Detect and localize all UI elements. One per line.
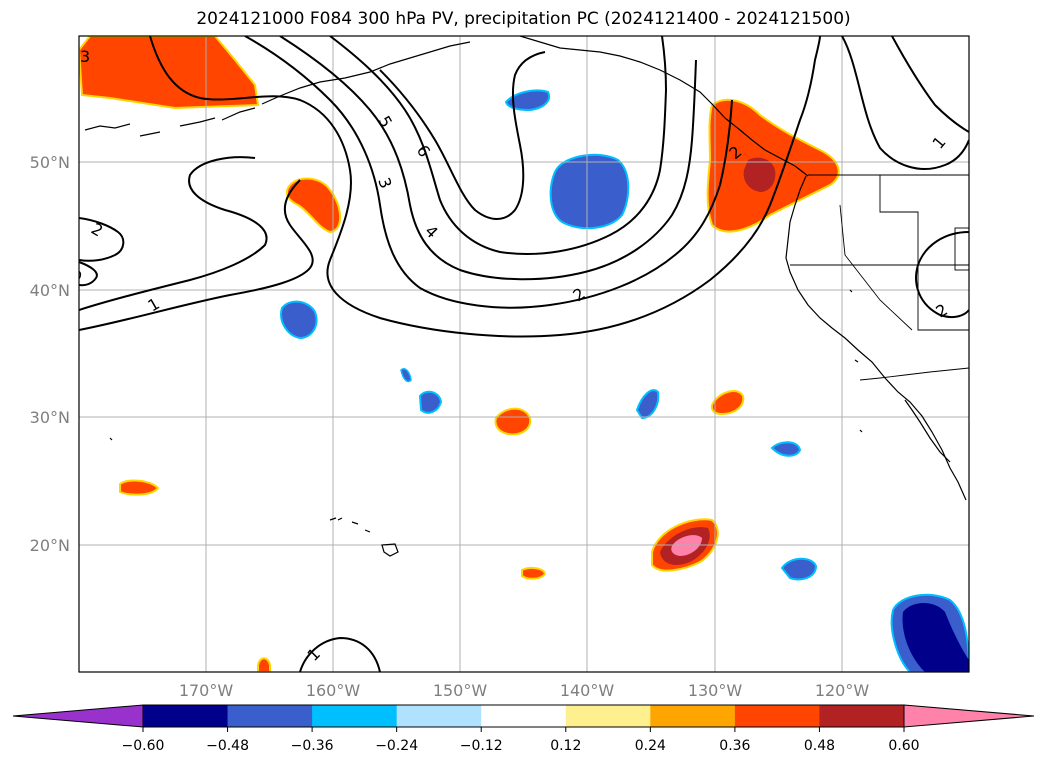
lon-label: 120°W xyxy=(815,681,870,700)
precip-anomaly-negative xyxy=(280,300,318,340)
pv-contour-2 xyxy=(149,36,821,338)
colorbar-tick-label: −0.24 xyxy=(375,738,418,754)
lon-label: 150°W xyxy=(433,681,488,700)
precip-anomaly-positive xyxy=(285,177,342,234)
lat-label: 30°N xyxy=(30,408,70,427)
precip-anomaly-positive xyxy=(521,566,547,580)
lon-label: 130°W xyxy=(688,681,743,700)
precip-anomaly-negative xyxy=(418,390,443,414)
colorbar-tick-label: −0.12 xyxy=(460,738,503,754)
colorbar-tick-label: 0.48 xyxy=(804,738,835,754)
contour-label: 3 xyxy=(65,267,85,280)
lat-label: 40°N xyxy=(30,281,70,300)
colorbar-segment xyxy=(734,705,820,727)
pv-contour-1 xyxy=(79,156,268,311)
precip-anomaly-negative xyxy=(549,153,630,230)
pv-contour-1 xyxy=(299,636,381,672)
precip-anomaly-negative xyxy=(780,557,818,581)
precip-anomaly-positive xyxy=(79,36,260,110)
pv-contour-2 xyxy=(79,217,125,262)
colorbar-segment xyxy=(227,705,313,727)
precip-anomaly-strong xyxy=(743,157,776,192)
pv-contour-6 xyxy=(379,51,546,220)
colorbar-segment xyxy=(650,705,736,727)
pv-contour-3 xyxy=(244,36,733,309)
precip-anomaly-positive xyxy=(119,479,160,496)
colorbar-extend-min xyxy=(12,704,144,728)
gridlines xyxy=(79,36,969,672)
colorbar-tick-label: 0.60 xyxy=(888,738,919,754)
colorbar-extend-max xyxy=(903,704,1035,728)
colorbar-border xyxy=(142,704,905,728)
lat-label: 20°N xyxy=(30,536,70,555)
lon-label: 140°W xyxy=(560,681,615,700)
colorbar-segment xyxy=(312,705,398,727)
contour-label: 3 xyxy=(80,47,90,66)
precip-anomaly-positive xyxy=(257,657,271,672)
pv-contour-5 xyxy=(329,36,668,255)
colorbar-segment xyxy=(565,705,651,727)
political-borders xyxy=(790,174,969,381)
precip-anomaly-positive xyxy=(710,390,745,416)
lat-label: 50°N xyxy=(30,153,70,172)
pv-contour-2 xyxy=(915,231,969,319)
map-title: 2024121000 F084 300 hPa PV, precipitatio… xyxy=(196,9,851,29)
colorbar: −0.60 −0.48 −0.36 −0.24 −0.12 0.12 0.24 0.36 0.4… xyxy=(12,704,1035,754)
map-area xyxy=(79,36,969,672)
pv-contour-1 xyxy=(79,179,314,331)
precip-anomaly-positive xyxy=(494,407,532,436)
colorbar-tick-label: −0.60 xyxy=(122,738,165,754)
colorbar-segment xyxy=(819,705,905,727)
colorbar-segment xyxy=(143,705,229,727)
longitude-labels: 170°W 160°W 150°W 140°W 130°W 120°W xyxy=(179,681,870,700)
pv-contour-1 xyxy=(891,36,969,133)
latitude-labels: 50°N 40°N 30°N 20°N xyxy=(30,153,70,555)
pv-contours xyxy=(79,36,969,672)
lon-label: 170°W xyxy=(179,681,234,700)
colorbar-tick-label: 0.36 xyxy=(719,738,750,754)
pv-contour-1 xyxy=(841,36,969,170)
precip-anomaly-extreme xyxy=(671,535,702,556)
lon-label: 160°W xyxy=(306,681,361,700)
colorbar-segment xyxy=(481,705,567,727)
coastlines xyxy=(84,36,967,557)
map-frame xyxy=(78,35,970,673)
pv-contour-1 xyxy=(79,261,98,287)
colorbar-segment xyxy=(396,705,482,727)
precip-anomaly-strong-negative xyxy=(902,603,969,672)
colorbar-tick-label: −0.48 xyxy=(206,738,249,754)
colorbar-tick-label: −0.36 xyxy=(291,738,334,754)
colorbar-tick-label: 0.24 xyxy=(635,738,666,754)
precip-anomaly-negative xyxy=(770,441,802,457)
colorbar-tick-label: 0.12 xyxy=(550,738,581,754)
pv-contour-4 xyxy=(279,36,697,281)
precip-anomaly-negative xyxy=(400,368,412,383)
